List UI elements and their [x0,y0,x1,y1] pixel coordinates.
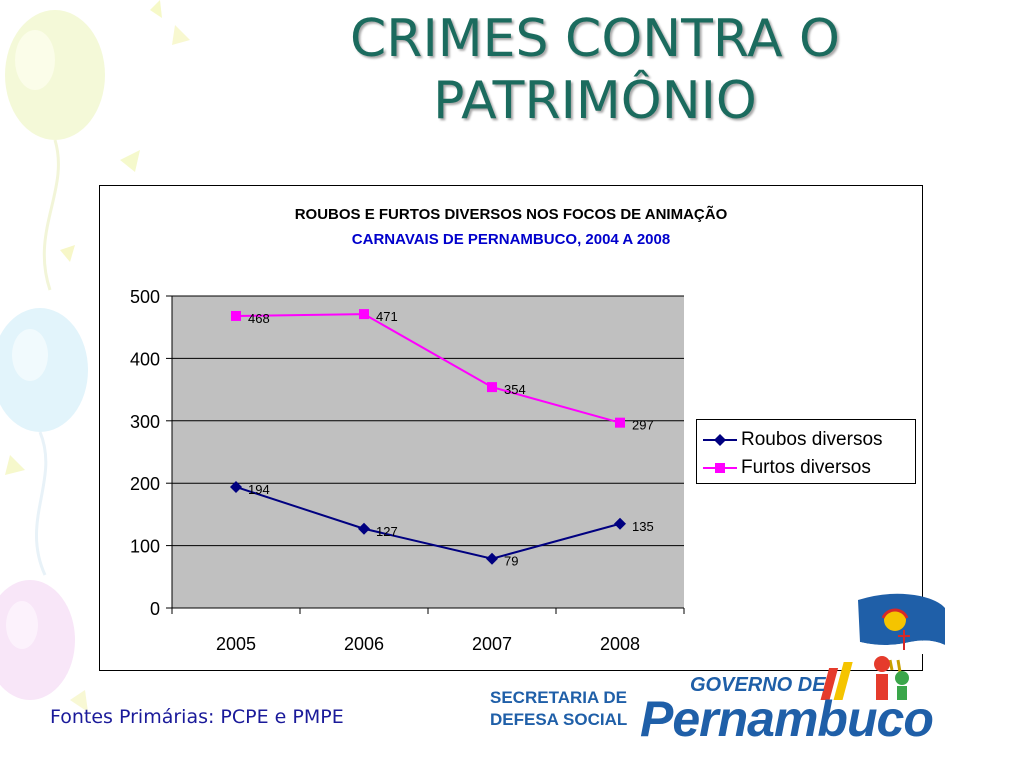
chart-title: ROUBOS E FURTOS DIVERSOS NOS FOCOS DE AN… [295,205,728,223]
y-tick-label-1: 100 [130,537,160,557]
data-label-1-1: 471 [376,309,398,324]
point-1-2 [487,382,497,393]
legend-marker-furtos [703,463,737,473]
series-1: 468 471 354 297 [231,309,654,433]
balloon-decoration [0,0,190,712]
secretaria-label: SECRETARIA DE DEFESA SOCIAL [490,687,640,731]
point-1-0 [231,310,241,321]
plot-area [172,296,684,608]
x-tick-label-2006: 2006 [344,634,384,654]
data-label-0-0: 194 [248,482,270,497]
y-tick-label-0: 0 [150,599,160,619]
source-note: Fontes Primárias: PCPE e PMPE [50,706,344,728]
point-1-1 [359,309,369,320]
slide-title-line-2: PATRIMÔNIO [433,71,757,131]
y-tick-label-3: 300 [130,412,160,432]
legend-item-roubos: Roubos diversos [703,426,915,454]
data-label-0-2: 79 [504,554,518,569]
data-label-1-0: 468 [248,311,270,326]
legend-item-furtos: Furtos diversos [703,454,915,482]
slide-title-line-1: CRIMES CONTRA O [350,9,840,69]
governo-label: GOVERNO DE [690,674,826,696]
secretaria-line-1: SECRETARIA DE [490,688,627,707]
slide-title: CRIMES CONTRA O PATRIMÔNIO [210,8,980,132]
x-tick-label-2008: 2008 [600,634,640,654]
data-label-1-3: 297 [632,418,654,433]
series-line-1 [235,313,621,424]
legend-label-roubos: Roubos diversos [741,429,883,450]
legend-label-furtos: Furtos diversos [741,457,871,478]
series-layer: 194 127 79 135 468 471 354 297 [230,309,654,569]
secretaria-line-2: DEFESA SOCIAL [490,710,628,729]
point-0-1 [358,522,370,535]
data-label-0-1: 127 [376,524,398,539]
axes: 0 100 200 300 400 500 2005 2006 2007 2008 [130,287,685,654]
legend: Roubos diversos Furtos diversos [696,419,916,484]
chart-frame: ROUBOS E FURTOS DIVERSOS NOS FOCOS DE AN… [99,185,923,671]
chart-subtitle: CARNAVAIS DE PERNAMBUCO, 2004 A 2008 [352,231,670,248]
state-flag-icon [820,593,945,700]
government-logo: SECRETARIA DE DEFESA SOCIAL GOVERNO DE P… [490,590,960,747]
point-0-0 [230,480,242,493]
pernambuco-wordmark: Pernambuco [640,691,934,747]
series-0: 194 127 79 135 [230,480,654,569]
line-chart: ROUBOS E FURTOS DIVERSOS NOS FOCOS DE AN… [130,205,728,654]
x-tick-label-2005: 2005 [216,634,256,654]
data-label-1-2: 354 [504,382,526,397]
y-tick-label-2: 200 [130,474,160,494]
gridlines [172,295,684,547]
series-line-0 [235,485,621,560]
legend-marker-roubos [703,434,737,446]
x-tick-label-2007: 2007 [472,634,512,654]
point-1-3 [615,417,625,428]
point-0-2 [486,552,498,565]
point-0-3 [614,517,626,530]
data-label-0-3: 135 [632,519,654,534]
y-tick-label-5: 500 [130,287,160,307]
y-tick-label-4: 400 [130,349,160,369]
